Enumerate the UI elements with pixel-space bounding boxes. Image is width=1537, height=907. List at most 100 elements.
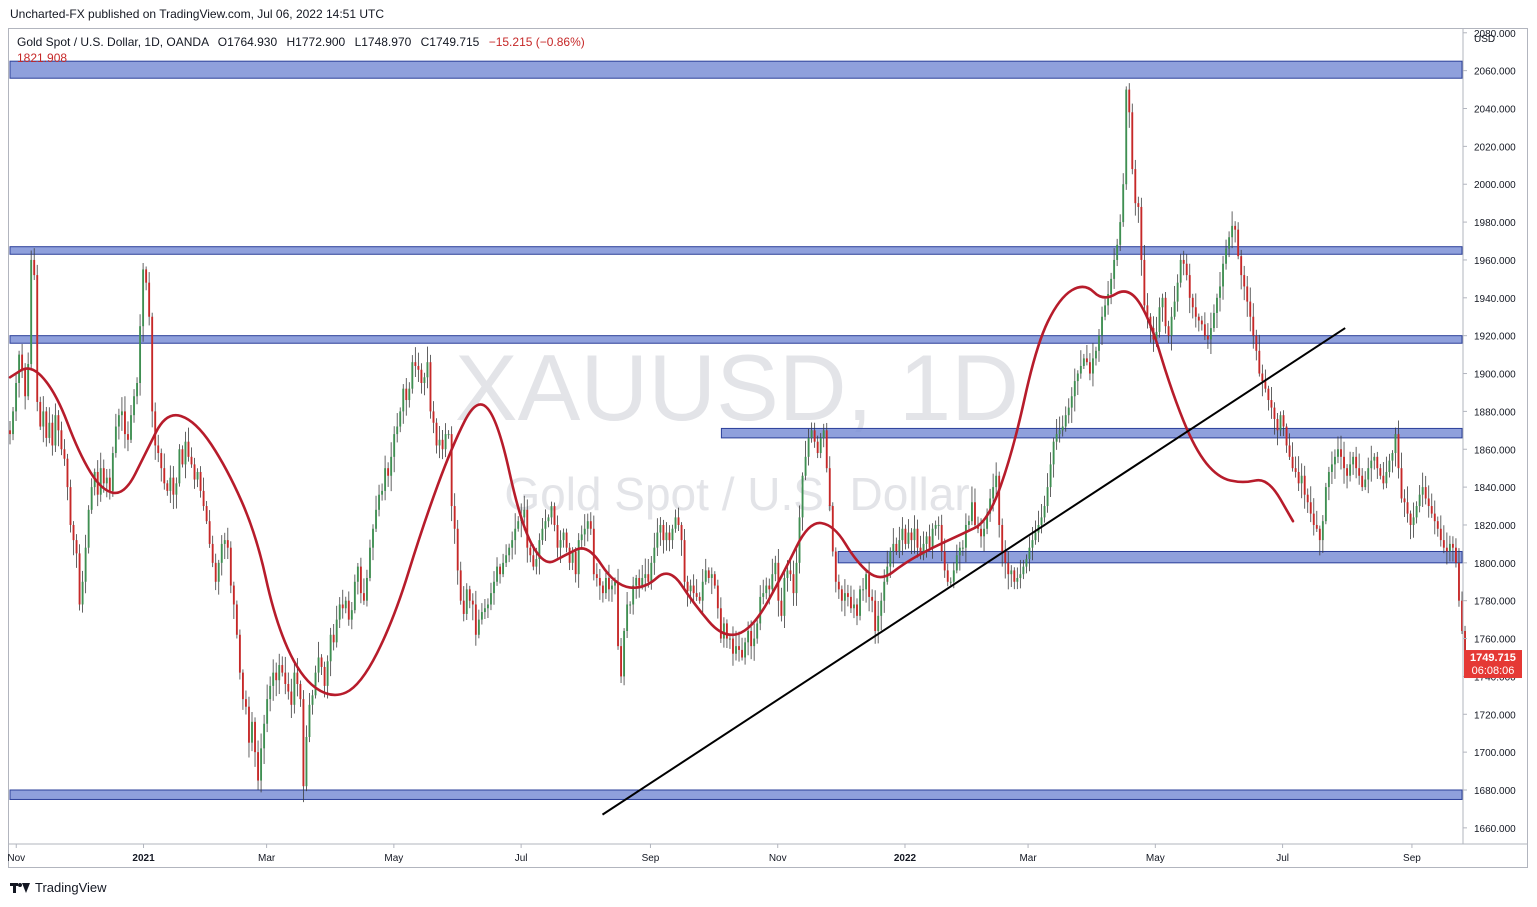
candle-up	[1349, 464, 1352, 476]
candle-down	[532, 555, 535, 567]
candle-up	[583, 528, 586, 535]
candle-down	[1143, 259, 1146, 306]
price-tick-label: 1760.000	[1474, 635, 1516, 646]
candle-down	[160, 453, 163, 469]
price-tick-label: 1700.000	[1474, 748, 1516, 759]
candle-up	[759, 596, 762, 624]
candle-up	[27, 364, 30, 397]
candle-up	[251, 721, 253, 743]
candle-down	[825, 430, 828, 469]
candle-up	[502, 562, 505, 575]
candle-up	[1095, 350, 1097, 359]
candle-up	[1448, 543, 1451, 552]
candle-up	[1046, 487, 1049, 507]
candle-down	[462, 600, 465, 614]
candle-up	[384, 468, 387, 491]
candle-up	[907, 532, 910, 544]
candle-up	[877, 615, 880, 631]
candle-down	[166, 483, 169, 491]
time-tick-label: Nov	[769, 853, 787, 864]
candle-down	[66, 458, 69, 488]
candle-up	[1101, 316, 1103, 336]
candle-down	[75, 540, 78, 554]
candle-up	[12, 411, 14, 435]
candle-down	[1246, 286, 1249, 302]
candle-down	[1258, 350, 1261, 374]
candle-down	[181, 449, 184, 465]
candle-down	[299, 683, 302, 700]
candle-down	[1013, 570, 1016, 582]
watermark-symbol: XAUUSD, 1D	[455, 335, 1019, 440]
candle-up	[807, 437, 810, 457]
candle-down	[565, 532, 568, 548]
candle-down	[1355, 456, 1358, 469]
candle-down	[63, 449, 66, 459]
candle-down	[1203, 324, 1206, 336]
candle-up	[1213, 312, 1215, 329]
candle-down	[840, 589, 843, 601]
candle-up	[396, 426, 399, 435]
candle-up	[801, 475, 804, 518]
legend-close: C1749.715	[421, 35, 480, 49]
candle-up	[822, 430, 825, 438]
candle-up	[892, 543, 895, 552]
candle-down	[1427, 498, 1430, 507]
candle-up	[853, 604, 855, 609]
candle-up	[1116, 244, 1119, 260]
candle-up	[1161, 297, 1164, 308]
candle-down	[441, 439, 444, 450]
candle-up	[1073, 381, 1076, 397]
candle-down	[895, 543, 898, 552]
candle-up	[1049, 464, 1052, 488]
candle-down	[589, 521, 592, 529]
candle-down	[871, 596, 874, 601]
candle-up	[862, 589, 864, 591]
price-tick-label: 2060.000	[1474, 67, 1516, 78]
candle-up	[804, 456, 807, 476]
candle-down	[459, 570, 462, 601]
candle-down	[1400, 468, 1403, 499]
candle-up	[1412, 517, 1415, 525]
candle-up	[1231, 225, 1234, 238]
time-axis[interactable]: Nov 2021 Mar May Jul Sep Nov 2022 Mar May Jul Sep	[7, 844, 1421, 864]
candle-down	[36, 275, 39, 402]
candle-down	[1306, 494, 1309, 503]
candle-up	[1031, 540, 1034, 548]
candle-down	[998, 475, 1001, 525]
candle-down	[1167, 326, 1170, 336]
candle-up	[656, 532, 659, 548]
candle-up	[1337, 449, 1339, 457]
candle-down	[124, 411, 126, 435]
candle-up	[1228, 237, 1231, 249]
candle-down	[716, 585, 719, 609]
candle-down	[127, 434, 129, 440]
candle-up	[1219, 286, 1221, 298]
price-tick-label: 1860.000	[1474, 445, 1516, 456]
candle-up	[937, 524, 940, 526]
price-zone	[9, 246, 1463, 255]
candle-up	[1082, 358, 1085, 366]
price-axis[interactable]: 1660.0001680.0001700.0001720.0001740.000…	[1463, 29, 1516, 835]
candle-down	[940, 524, 943, 552]
candle-up	[659, 524, 662, 533]
candle-up	[883, 581, 886, 601]
candle-up	[586, 521, 589, 529]
candle-up	[1209, 328, 1212, 340]
price-zone	[720, 427, 1463, 439]
candle-down	[1188, 275, 1191, 298]
candle-up	[511, 540, 514, 548]
candle-up	[756, 623, 759, 639]
candle-up	[955, 555, 958, 571]
time-tick-label: Sep	[642, 853, 660, 864]
candle-up	[1043, 506, 1046, 518]
moving-average-line	[8, 285, 1295, 697]
candle-down	[1424, 487, 1427, 499]
candle-down	[208, 521, 211, 544]
candle-up	[505, 555, 508, 563]
candle-down	[51, 422, 54, 446]
candle-up	[175, 483, 178, 495]
candle-down	[1085, 358, 1088, 363]
candle-down	[592, 528, 595, 575]
tradingview-logo[interactable]: TradingView	[10, 880, 107, 895]
